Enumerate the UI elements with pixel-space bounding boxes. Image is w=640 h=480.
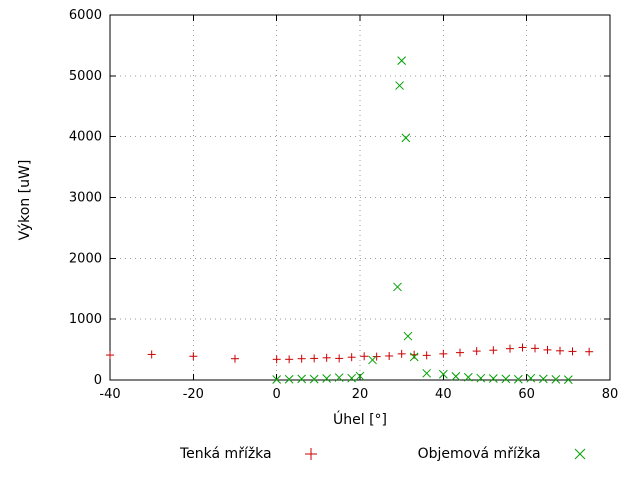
data-point-cross <box>526 373 536 383</box>
data-point-cross <box>409 352 419 362</box>
data-point-cross <box>401 133 411 143</box>
y-tick-label: 0 <box>94 373 102 388</box>
data-point-cross <box>501 374 511 384</box>
x-tick-label: 0 <box>273 387 281 402</box>
cross-marker-strokes <box>574 448 585 460</box>
data-point-cross <box>284 374 294 384</box>
x-tick-label: 80 <box>602 387 619 402</box>
data-point-cross <box>476 373 486 383</box>
data-point-cross <box>551 375 561 384</box>
plus-marker-strokes <box>304 448 317 460</box>
data-point-cross <box>395 81 404 90</box>
y-tick-label: 3000 <box>69 191 102 206</box>
x-tick-label: -20 <box>183 387 204 402</box>
data-point-cross <box>422 368 432 378</box>
data-point-cross <box>309 374 319 384</box>
legend-entry-objemova-mrizka: Objemová mřížka <box>418 446 587 462</box>
data-point-cross <box>451 371 461 381</box>
data-point-cross <box>563 375 573 384</box>
x-axis-label: Úhel [°] <box>333 412 387 428</box>
legend-label: Tenká mřížka <box>180 446 272 462</box>
data-point-cross <box>347 373 357 383</box>
y-tick-label: 5000 <box>69 69 102 84</box>
data-point-cross <box>355 371 365 381</box>
data-point-cross <box>393 282 402 292</box>
y-tick-label: 6000 <box>69 8 102 23</box>
data-point-cross <box>463 372 473 382</box>
x-tick-label: 20 <box>352 387 369 402</box>
x-tick-label: -40 <box>99 387 120 402</box>
x-tick-label: 40 <box>435 387 452 402</box>
data-point-cross <box>368 355 377 365</box>
y-tick-label: 4000 <box>69 130 102 145</box>
legend-entry-tenka-mrizka: Tenká mřížka <box>180 446 318 462</box>
data-point-cross <box>297 374 307 384</box>
data-point-cross <box>488 374 498 383</box>
y-axis-label: Výkon [uW] <box>17 159 33 241</box>
data-point-cross <box>513 374 523 384</box>
data-point-cross <box>438 369 448 379</box>
data-point-cross <box>334 373 344 382</box>
legend-label: Objemová mřížka <box>417 446 541 462</box>
legend: Tenká mřížka Objemová mřížka <box>0 446 640 462</box>
y-tick-label: 1000 <box>69 312 102 327</box>
data-point-cross <box>403 331 413 341</box>
x-tick-label: 60 <box>518 387 535 402</box>
data-point-cross <box>538 374 548 384</box>
data-point-cross <box>322 374 332 383</box>
y-tick-label: 2000 <box>69 251 102 266</box>
data-point-cross <box>397 56 407 65</box>
cross-marker-icon <box>574 448 585 460</box>
data-point-cross <box>272 375 282 384</box>
plus-marker-icon <box>304 448 317 460</box>
